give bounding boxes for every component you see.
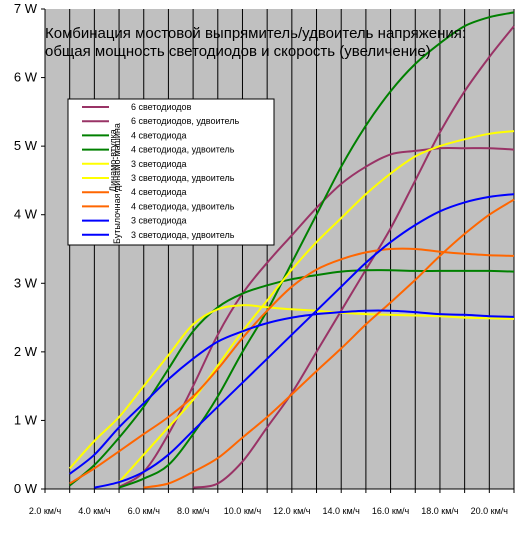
legend-label-7: 4 светодиода <box>131 187 187 197</box>
y-tick-label: 6 W <box>14 70 38 85</box>
legend: 6 светодиодов 6 светодиодов, удвоитель 4 с… <box>67 98 275 246</box>
y-tick-label: 1 W <box>14 412 38 427</box>
x-tick-label: 6.0 км/ч <box>128 506 161 516</box>
legend-label-2: 6 светодиодов, удвоитель <box>131 116 239 126</box>
series-line-10 <box>94 193 515 489</box>
legend-label-10: 3 светодиода, удвоитель <box>131 230 235 240</box>
series-line-3 <box>69 269 515 487</box>
y-tick-label: 2 W <box>14 344 38 359</box>
legend-label-9: 3 светодиода <box>131 216 187 226</box>
x-tick-label: 4.0 км/ч <box>78 506 111 516</box>
y-tick-label: 7 W <box>14 1 38 16</box>
x-tick-label: 10.0 км/ч <box>224 506 262 516</box>
series-line-1 <box>118 146 515 488</box>
x-tick-label: 12.0 км/ч <box>273 506 311 516</box>
legend-label-5: 3 светодиода <box>131 159 187 169</box>
x-tick-label: 2.0 км/ч <box>29 506 62 516</box>
legend-group-label-hub: Динамо-втулка <box>108 129 118 192</box>
legend-label-8: 4 светодиода, удвоитель <box>131 201 235 211</box>
y-axis-ticks: 0 W 1 W 2 W 3 W 4 W 5 W 6 W 7 W <box>14 1 45 496</box>
x-tick-label: 18.0 км/ч <box>421 506 459 516</box>
x-tick-label: 8.0 км/ч <box>177 506 210 516</box>
series-line-9 <box>69 309 515 475</box>
x-tick-label: 20.0 км/ч <box>471 506 509 516</box>
legend-label-1: 6 светодиодов <box>131 102 192 112</box>
series-line-5 <box>68 304 515 470</box>
y-tick-label: 5 W <box>14 138 38 153</box>
x-tick-label: 16.0 км/ч <box>372 506 410 516</box>
chart-title-line-1: Комбинация мостовой выпрямитель/удвоител… <box>45 25 466 42</box>
y-tick-label: 4 W <box>14 207 38 222</box>
series-line-6 <box>118 130 515 483</box>
legend-label-4: 4 светодиода, удвоитель <box>131 145 235 155</box>
legend-label-3: 4 светодиода <box>131 130 187 140</box>
series-line-8 <box>143 198 515 489</box>
x-tick-label: 14.0 км/ч <box>323 506 361 516</box>
legend-group-label-bottle: Бутылочная динамо-машина <box>112 123 122 244</box>
chart-title-line-2: общая мощность светодиодов и скорость (у… <box>45 43 431 60</box>
y-tick-label: 0 W <box>14 481 38 496</box>
y-tick-label: 3 W <box>14 275 38 290</box>
series-lines <box>68 11 515 489</box>
x-axis-ticks: 2.0 км/ч 4.0 км/ч 6.0 км/ч 8.0 км/ч 10.0 км/… <box>29 489 515 516</box>
series-line-7 <box>69 247 515 485</box>
legend-label-6: 3 светодиода, удвоитель <box>131 173 235 183</box>
series-line-4 <box>118 11 515 489</box>
legend-items: 6 светодиодов 6 светодиодов, удвоитель 4 с… <box>82 102 239 240</box>
series-line-2 <box>192 25 515 489</box>
